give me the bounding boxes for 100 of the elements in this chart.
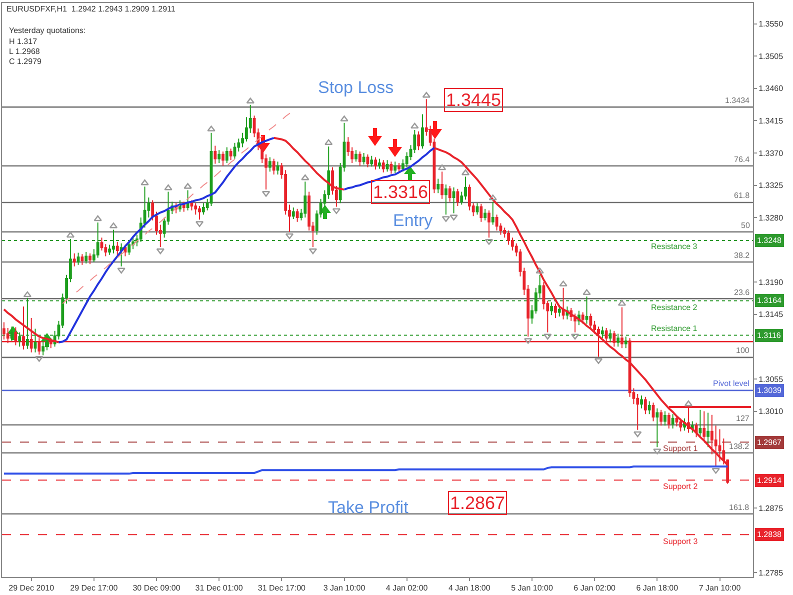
ref-line-label: Resistance 3 <box>651 242 698 251</box>
candlestick <box>34 328 37 353</box>
candlestick <box>644 396 647 415</box>
candlestick <box>562 287 565 320</box>
point <box>184 183 192 189</box>
candlestick <box>398 162 400 173</box>
point <box>410 122 419 129</box>
point <box>570 334 580 340</box>
candlestick <box>190 200 194 211</box>
candlestick <box>390 161 393 174</box>
point <box>332 208 341 214</box>
candlestick <box>456 188 460 207</box>
annotation: C 1.2979 <box>9 57 42 66</box>
chart-title: EURUSDFXF,H1 1.2942 1.2943 1.2909 1.2911 <box>6 4 176 14</box>
candlestick <box>362 152 366 165</box>
candlestick <box>421 114 424 150</box>
candlestick <box>292 206 295 220</box>
ref-line-label: Resistance 1 <box>651 324 698 333</box>
point <box>684 400 693 406</box>
candlestick <box>488 210 490 238</box>
candlestick <box>581 312 584 324</box>
candlestick <box>436 178 440 194</box>
candlestick <box>116 241 119 256</box>
annotation: 100 <box>736 346 750 355</box>
point <box>544 334 552 340</box>
annotation: 1.3116 <box>757 331 782 340</box>
candlestick <box>18 332 22 348</box>
y-tick-label: 1.3010 <box>758 407 784 416</box>
y-tick-label: 1.2785 <box>758 568 784 578</box>
candlestick <box>88 252 92 265</box>
candlestick <box>272 158 276 175</box>
y-tick-label: 1.3145 <box>758 310 784 320</box>
candlestick <box>358 151 362 166</box>
annotation: 1.3316 <box>373 182 428 202</box>
candlestick <box>417 130 420 151</box>
candlestick <box>491 201 494 226</box>
candlestick <box>656 408 659 448</box>
ref-line-label: Support 1 <box>663 444 698 453</box>
point <box>262 190 270 197</box>
candlestick <box>554 303 557 318</box>
candlestick <box>690 420 694 434</box>
point <box>618 300 626 306</box>
annotation: Take Profit <box>328 498 409 517</box>
candlestick <box>667 412 670 429</box>
point <box>536 268 544 274</box>
point <box>422 92 430 98</box>
line-series <box>2 466 729 475</box>
candlestick <box>202 202 205 216</box>
point <box>634 431 642 438</box>
point <box>712 468 720 474</box>
candlestick <box>480 203 483 222</box>
x-tick-label: 7 Jan 10:00 <box>698 584 742 593</box>
annotation: 1.2967 <box>757 438 782 447</box>
candlestick <box>225 146 228 164</box>
y-tick-label: 1.3325 <box>758 181 784 190</box>
point <box>308 248 318 254</box>
y-tick-label: 1.3460 <box>758 84 784 94</box>
candlestick <box>128 240 131 256</box>
x-tick-label: 5 Jan 10:00 <box>511 584 554 593</box>
x-tick-label: 6 Jan 18:00 <box>636 584 679 593</box>
annotation: H 1.317 <box>9 37 38 46</box>
candlestick <box>42 340 45 356</box>
point <box>340 116 348 122</box>
candlestick <box>354 150 358 162</box>
candlestick <box>386 160 389 172</box>
candlestick <box>550 302 554 316</box>
point <box>207 126 216 132</box>
candlestick <box>574 313 576 333</box>
point <box>117 268 126 274</box>
candlestick <box>151 200 154 221</box>
candlestick <box>648 400 651 415</box>
point <box>461 169 470 176</box>
point <box>109 222 118 228</box>
candlestick <box>296 208 299 222</box>
annotation: 38.2 <box>734 251 750 260</box>
y-tick-label: 1.2875 <box>758 504 784 513</box>
ref-line-label: Resistance 2 <box>651 303 698 312</box>
ref-line-label: Pivot level <box>713 379 750 388</box>
candlestick <box>198 206 201 220</box>
candlestick <box>608 328 612 343</box>
x-tick-label: 3 Jan 10:00 <box>323 584 366 593</box>
point <box>488 194 497 200</box>
point <box>324 139 333 146</box>
x-tick-label: 6 Jan 02:00 <box>574 584 616 593</box>
ref-line-label: Support 3 <box>663 537 698 546</box>
ref-line-label: Support 2 <box>663 482 698 491</box>
annotation: 61.8 <box>734 191 750 200</box>
candlestick <box>26 297 29 350</box>
candlestick <box>444 184 448 216</box>
point <box>653 448 662 454</box>
candlestick <box>452 186 456 214</box>
candlestick <box>464 176 467 200</box>
candlestick <box>84 251 88 264</box>
annotation: Stop Loss <box>318 78 394 97</box>
point <box>156 248 165 254</box>
candlestick <box>182 201 186 212</box>
annotation: 76.4 <box>734 155 750 164</box>
annotation: 1.3434 <box>725 96 750 105</box>
candlestick <box>378 158 381 170</box>
point <box>450 214 458 220</box>
